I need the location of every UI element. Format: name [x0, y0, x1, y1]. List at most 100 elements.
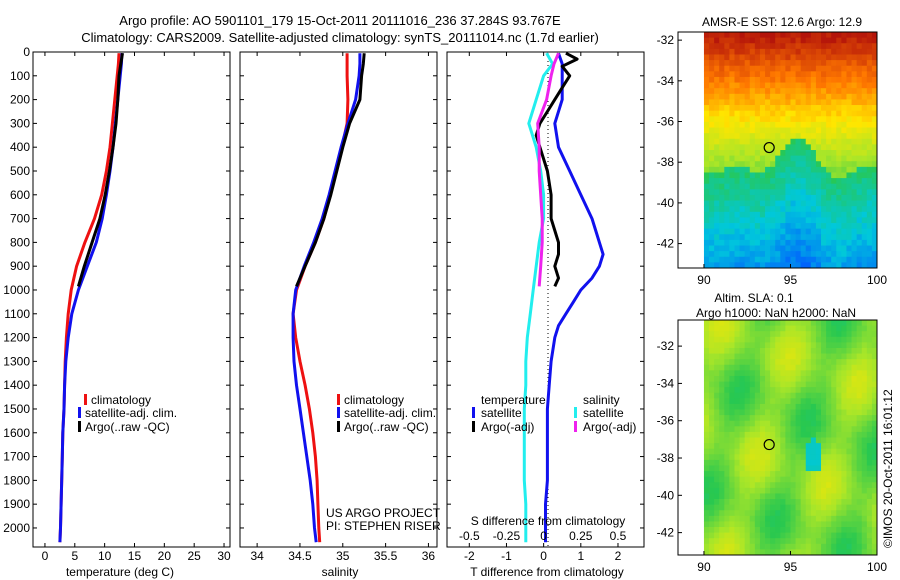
heatmap-cell: [739, 420, 746, 427]
heatmap-cell: [765, 88, 771, 95]
heatmap-cell: [856, 37, 863, 44]
heatmap-cell: [729, 431, 735, 438]
heatmap-cell: [770, 459, 776, 466]
heatmap-cell: [790, 65, 796, 72]
heatmap-cell: [795, 245, 802, 252]
heatmap-cell: [826, 353, 832, 360]
heatmap-cell: [790, 459, 796, 466]
heatmap-cell: [724, 527, 730, 534]
heatmap-cell: [861, 82, 868, 89]
heatmap-cell: [871, 32, 878, 39]
heatmap-cell: [765, 48, 771, 55]
heatmap-cell: [861, 409, 868, 416]
heatmap-cell: [871, 217, 878, 224]
heatmap-cell: [836, 437, 842, 444]
heatmap-cell: [826, 471, 832, 478]
heatmap-cell: [815, 172, 822, 179]
heatmap-cell: [856, 521, 863, 528]
heatmap-cell: [780, 504, 786, 511]
heatmap-cell: [770, 32, 776, 39]
heatmap-cell: [729, 515, 735, 522]
heatmap-cell: [846, 71, 852, 78]
heatmap-cell: [790, 347, 796, 354]
heatmap-cell: [846, 93, 852, 100]
heatmap-cell: [866, 245, 873, 252]
heatmap-cell: [831, 387, 837, 394]
heatmap-cell: [815, 538, 822, 545]
heatmap-cell: [759, 320, 766, 326]
heatmap-cell: [754, 403, 761, 410]
heatmap-cell: [790, 527, 796, 534]
heatmap-cell: [714, 471, 720, 478]
heatmap-cell: [846, 43, 852, 50]
heatmap-cell: [790, 71, 796, 78]
heatmap-cell: [754, 336, 761, 343]
heatmap-cell: [821, 245, 827, 252]
heatmap-cell: [724, 499, 730, 506]
heatmap-cell: [719, 336, 725, 343]
heatmap-cell: [703, 223, 710, 230]
heatmap-cell: [851, 403, 858, 410]
heatmap-cell: [754, 228, 761, 235]
heatmap-cell: [724, 228, 730, 235]
heatmap-cell: [800, 144, 807, 151]
heatmap-cell: [861, 172, 868, 179]
heatmap-cell: [714, 234, 720, 241]
heatmap-cell: [805, 347, 812, 354]
heatmap-cell: [709, 359, 715, 366]
heatmap-cell: [734, 262, 740, 269]
heatmap-cell: [810, 178, 817, 185]
heatmap-cell: [871, 532, 878, 539]
heatmap-cell: [739, 347, 746, 354]
heatmap-cell: [836, 387, 842, 394]
heatmap-cell: [866, 54, 873, 61]
heatmap-cell: [719, 331, 725, 338]
heatmap-cell: [795, 133, 802, 140]
heatmap-cell: [754, 172, 761, 179]
series-line-satellite: [544, 52, 605, 543]
heatmap-cell: [754, 82, 761, 89]
heatmap-cell: [719, 161, 725, 168]
legend-label-climatology: climatology: [91, 393, 151, 407]
heatmap-cell: [815, 194, 822, 201]
heatmap-cell: [821, 239, 827, 246]
heatmap-cell: [861, 443, 868, 450]
heatmap-cell: [759, 370, 766, 377]
heatmap-cell: [744, 403, 751, 410]
heatmap-cell: [749, 527, 756, 534]
heatmap-cell: [871, 392, 878, 399]
heatmap-cell: [826, 375, 832, 382]
heatmap-cell: [765, 409, 771, 416]
heatmap-cell: [785, 93, 791, 100]
heatmap-cell: [729, 538, 735, 545]
heatmap-cell: [836, 43, 842, 50]
heatmap-cell: [780, 116, 786, 123]
heatmap-cell: [861, 465, 868, 472]
heatmap-cell: [841, 178, 847, 185]
y-tick-label: 1900: [3, 497, 30, 511]
heatmap-cell: [815, 465, 822, 472]
heatmap-cell: [821, 476, 827, 483]
heatmap-cell: [780, 234, 786, 241]
heatmap-cell: [800, 532, 807, 539]
heatmap-cell: [841, 251, 847, 258]
heatmap-cell: [703, 420, 710, 427]
heatmap-cell: [871, 121, 878, 128]
heatmap-cell: [709, 437, 715, 444]
heatmap-cell: [775, 448, 781, 455]
heatmap-cell: [851, 342, 858, 349]
heatmap-cell: [709, 144, 715, 151]
heatmap-cell: [714, 364, 720, 371]
heatmap-cell: [810, 200, 817, 207]
heatmap-cell: [805, 387, 812, 394]
y-tick-label: 600: [10, 188, 30, 202]
heatmap-cell: [831, 43, 837, 50]
heatmap-cell: [790, 515, 796, 522]
heatmap-cell: [861, 331, 868, 338]
heatmap-cell: [805, 150, 812, 157]
heatmap-cell: [810, 409, 817, 416]
heatmap-cell: [754, 76, 761, 83]
heatmap-cell: [744, 543, 751, 550]
heatmap-cell: [871, 375, 878, 382]
heatmap-cell: [734, 409, 740, 416]
